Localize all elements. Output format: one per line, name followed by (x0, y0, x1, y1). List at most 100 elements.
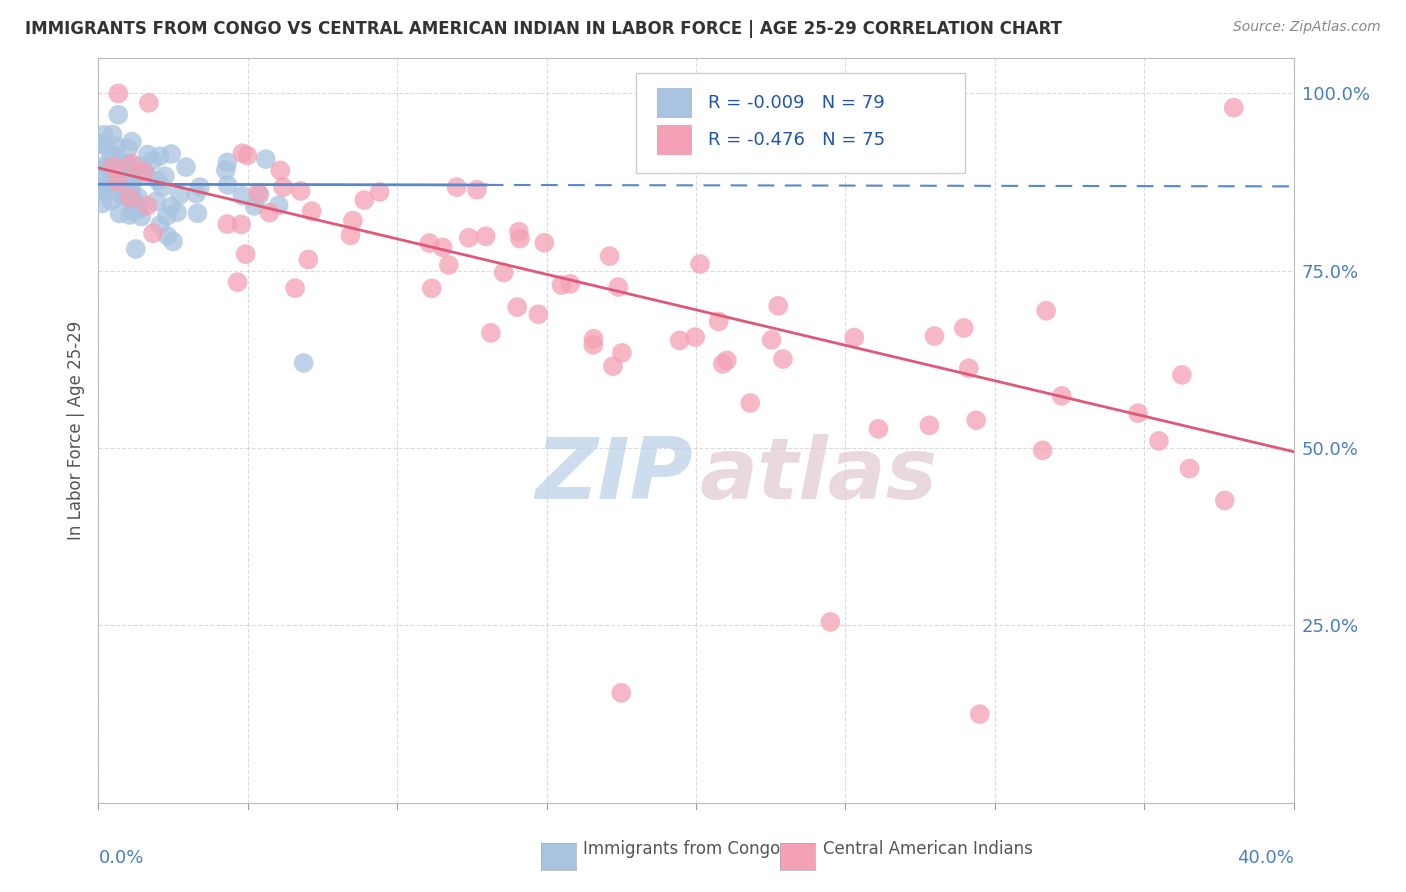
Point (582, 332, 605, 346)
Point (127, 202, 149, 216)
Point (339, 228, 361, 243)
Point (607, 280, 630, 294)
Point (418, 235, 440, 250)
Point (132, 165, 155, 179)
Point (127, 190, 149, 204)
Point (284, 281, 307, 295)
Point (91, 160, 114, 174)
Point (91, 137, 114, 152)
Text: 40.0%: 40.0% (1237, 849, 1294, 867)
Point (90, 179, 112, 194)
Point (111, 184, 134, 198)
Point (1126, 406, 1149, 420)
Point (610, 346, 633, 360)
Point (117, 189, 139, 203)
Point (118, 191, 141, 205)
Point (120, 164, 142, 178)
Point (969, 707, 991, 722)
Point (457, 231, 479, 245)
Point (965, 413, 987, 427)
Point (94, 183, 117, 197)
Point (420, 281, 443, 295)
Point (107, 87, 129, 101)
Point (509, 232, 531, 246)
Point (217, 155, 239, 169)
Point (93, 128, 115, 142)
Text: IMMIGRANTS FROM CONGO VS CENTRAL AMERICAN INDIAN IN LABOR FORCE | AGE 25-29 CORR: IMMIGRANTS FROM CONGO VS CENTRAL AMERICA… (25, 20, 1063, 37)
Point (953, 321, 976, 335)
Point (689, 257, 711, 271)
Point (120, 174, 142, 188)
Point (533, 235, 555, 250)
Point (129, 210, 152, 224)
Point (353, 193, 375, 207)
Point (236, 148, 259, 162)
Point (599, 249, 621, 263)
Point (142, 226, 165, 240)
Point (104, 166, 127, 180)
Point (297, 252, 319, 267)
Point (112, 188, 135, 202)
Point (153, 169, 176, 183)
Bar (657, 87, 692, 118)
Point (668, 334, 690, 348)
Point (124, 166, 146, 180)
Point (437, 258, 460, 272)
Point (156, 209, 179, 223)
Point (118, 208, 141, 222)
Point (121, 190, 143, 204)
Point (217, 217, 239, 231)
Point (231, 188, 253, 202)
Point (711, 357, 734, 371)
Text: 0.0%: 0.0% (98, 849, 143, 867)
Point (160, 199, 183, 213)
Point (492, 266, 515, 280)
Point (105, 139, 128, 153)
Point (446, 180, 468, 194)
Point (169, 187, 191, 202)
Point (115, 156, 138, 170)
Point (582, 338, 605, 352)
Point (1035, 303, 1057, 318)
Point (107, 108, 129, 122)
Point (342, 213, 364, 227)
Point (103, 160, 125, 174)
Point (550, 278, 572, 293)
Point (121, 192, 143, 206)
Point (1223, 101, 1246, 115)
Point (98, 163, 121, 178)
Point (957, 361, 980, 376)
Point (368, 185, 391, 199)
Point (121, 135, 143, 149)
Point (121, 157, 143, 171)
Point (271, 180, 294, 194)
Point (868, 422, 890, 436)
Point (217, 178, 239, 192)
Point (479, 326, 502, 340)
Point (432, 240, 454, 254)
Point (145, 194, 167, 209)
Point (152, 180, 174, 194)
Point (465, 183, 488, 197)
Point (610, 686, 633, 700)
Point (91, 196, 114, 211)
Point (474, 229, 496, 244)
Point (111, 188, 134, 202)
Point (1171, 368, 1194, 382)
Text: Immigrants from Congo: Immigrants from Congo (583, 840, 780, 858)
Point (112, 185, 135, 199)
Text: R = -0.476   N = 75: R = -0.476 N = 75 (709, 131, 884, 149)
Point (90, 170, 112, 185)
Point (117, 169, 139, 184)
Point (112, 158, 135, 172)
Y-axis label: In Labor Force | Age 25-29: In Labor Force | Age 25-29 (66, 321, 84, 540)
Point (292, 356, 315, 370)
Point (560, 277, 582, 291)
Point (127, 202, 149, 217)
Point (740, 396, 762, 410)
Point (707, 314, 730, 328)
Point (162, 235, 184, 249)
Text: Source: ZipAtlas.com: Source: ZipAtlas.com (1233, 20, 1381, 34)
Point (125, 169, 148, 183)
Point (101, 128, 124, 142)
